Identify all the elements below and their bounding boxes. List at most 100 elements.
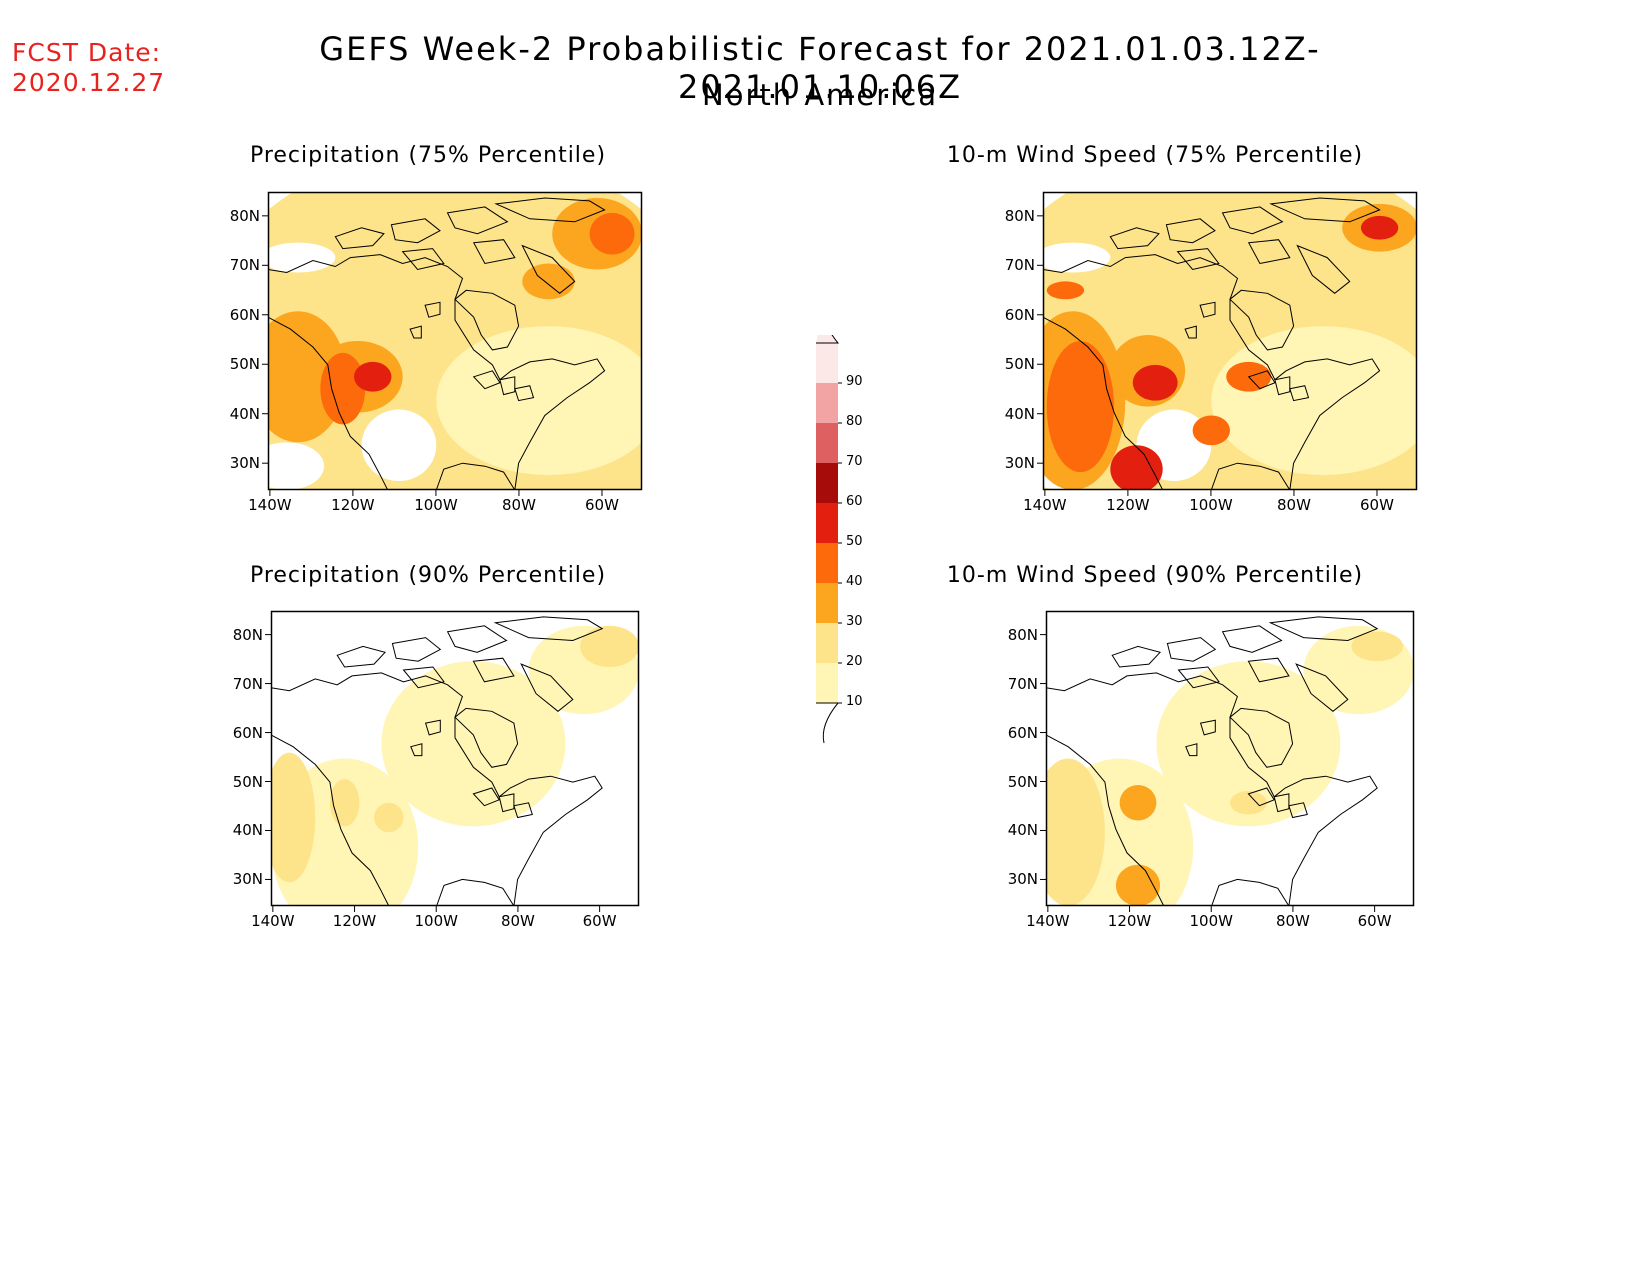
arctic-island [402,666,445,689]
colorbar-tick-label: 60 [846,494,863,509]
coastline-north [271,672,603,906]
lon-tick-label: 100W [414,496,458,514]
map-frame [270,610,640,907]
lake [1199,301,1216,318]
coastline-west [271,734,390,906]
coastline-gulf [1210,462,1291,490]
map-wind-90 [1040,610,1415,912]
colorbar-segment [816,343,838,383]
lon-tick-label: 100W [1189,912,1233,930]
lon-tick-label: 140W [1023,496,1067,514]
lon-tick-label: 60W [1360,496,1394,514]
probability-shade [1132,364,1178,401]
shading-layer [1046,616,1414,906]
probability-shade [374,802,404,833]
lon-tick-label: 100W [414,912,458,930]
lon-tick-label: 60W [585,496,619,514]
lon-tick-label: 60W [1357,912,1392,930]
colorbar-segment [816,423,838,463]
coastline-layer [268,197,606,490]
arctic-island [336,645,387,668]
colorbar-tick-label: 40 [846,574,863,589]
arctic-island [1165,218,1216,244]
coastline-gulf [435,462,516,490]
shading-layer [271,616,639,906]
region-subtitle: North America [702,78,938,112]
lon-tick-label: 140W [248,496,292,514]
colorbar-tick-label: 70 [846,454,863,469]
probability-shade [1156,661,1341,827]
arctic-island [1166,637,1217,662]
lon-tick-label: 80W [1276,496,1311,514]
arctic-island [391,637,442,662]
lat-tick-label: 30N [232,870,263,889]
arctic-island [472,239,516,265]
lat-tick-label: 80N [1004,206,1035,225]
lat-tick-label: 30N [1004,454,1035,473]
colorbar-tick-label: 50 [846,534,863,549]
arctic-island [1247,657,1290,683]
hudson-bay [1229,289,1295,351]
arctic-island [521,244,576,294]
lon-tick-label: 60W [582,912,617,930]
lon-tick-label: 80W [500,912,535,930]
lat-tick-label: 50N [232,772,263,791]
probability-shade [436,326,642,476]
lat-tick-label: 40N [232,821,263,840]
map-wind-75 [1037,191,1418,496]
lake [1199,719,1216,736]
arctic-island [390,218,441,244]
colorbar-bottom-cap [816,702,840,744]
probability-shade [1119,785,1157,821]
probability-shade [268,442,325,490]
lat-tick-label: 60N [232,723,263,742]
probability-shade [580,625,639,668]
forecast-date-label: FCST Date: [12,38,162,67]
lon-tick-label: 120W [331,496,375,514]
lat-tick-label: 70N [232,674,263,693]
probability-shade [1351,631,1403,662]
lat-tick-label: 40N [229,404,260,423]
arctic-island [1295,663,1349,712]
arctic-island [494,197,606,223]
lake [1184,325,1197,339]
lon-tick-label: 80W [501,496,536,514]
arctic-island [1177,666,1220,689]
arctic-island [1221,625,1283,653]
lat-tick-label: 80N [232,625,263,644]
page-title: GEFS Week-2 Probabilistic Forecast for 2… [319,30,1321,106]
probability-shade [589,212,635,255]
lon-tick-label: 120W [332,912,377,930]
lake [513,802,533,819]
arctic-island [493,616,604,642]
arctic-island [1176,248,1220,271]
lake [498,793,515,813]
shading-layer [268,192,642,490]
coastline-gulf [1211,878,1290,906]
lon-tick-label: 100W [1189,496,1233,514]
arctic-island [446,625,508,653]
map-frame [1042,191,1418,491]
probability-shade [329,779,360,827]
arctic-island [1111,645,1162,668]
coastline-layer [1046,616,1379,906]
map-precip-75 [262,191,643,496]
hudson-bay [1229,707,1294,768]
arctic-island [1296,244,1351,294]
lon-tick-label: 80W [1275,912,1310,930]
lake [1274,376,1291,396]
arctic-island [1221,206,1284,235]
lake [1288,802,1308,819]
arctic-island [1109,227,1160,250]
coastline-layer [1043,197,1381,490]
coastline-north [268,254,606,490]
colorbar-tick-label: 30 [846,614,863,629]
colorbar-segment [816,503,838,543]
probability-shade [1360,215,1399,240]
lake [472,787,500,807]
panel-title-precip-90: Precipitation (90% Percentile) [249,563,607,588]
probability-shade [361,409,437,482]
probability-shade [381,661,566,827]
lake [499,376,516,396]
colorbar-segment [816,463,838,503]
